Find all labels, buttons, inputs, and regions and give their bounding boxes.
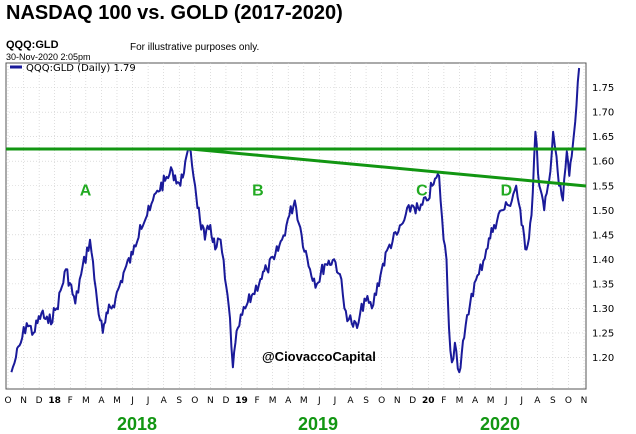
x-tick-label: F — [441, 396, 446, 406]
plot-frame — [5, 62, 587, 390]
y-axis: 1.75 1.70 1.65 1.60 1.55 1.50 1.45 1.40 1.35 1.30… — [592, 83, 614, 364]
series-line-qqq-gld — [10, 67, 581, 374]
annotation-d: D — [501, 183, 513, 200]
symbol-label: QQQ:GLD — [6, 39, 59, 51]
x-tick-label: M — [487, 396, 495, 406]
x-tick-label: D — [222, 396, 229, 406]
y-tick-label: 1.45 — [592, 230, 614, 241]
x-tick-label: J — [519, 396, 523, 406]
annotation-c: C — [416, 183, 428, 200]
year-label-2020: 2020 — [480, 414, 520, 434]
y-tick-label: 1.25 — [592, 328, 614, 339]
x-tick-label: N — [20, 396, 27, 406]
x-tick-label: M — [300, 396, 308, 406]
x-tick-label: D — [409, 396, 416, 406]
x-tick-label: O — [191, 396, 198, 406]
x-tick-label: O — [378, 396, 385, 406]
x-tick-label: F — [254, 396, 259, 406]
x-tick-label: O — [4, 396, 11, 406]
x-tick-label: S — [363, 396, 369, 406]
declining-trendline — [190, 147, 587, 188]
x-tick-label: A — [161, 396, 168, 406]
y-tick-label: 1.20 — [592, 353, 614, 364]
x-tick-label: F — [68, 396, 73, 406]
y-tick-label: 1.65 — [592, 132, 614, 143]
x-tick-label: J — [333, 396, 337, 406]
x-tick-label: J — [146, 396, 150, 406]
x-tick-label: 20 — [422, 396, 435, 406]
watermark: @CiovaccoCapital — [262, 349, 376, 364]
y-tick-label: 1.50 — [592, 206, 614, 217]
x-tick-label: M — [82, 396, 90, 406]
x-tick-label: A — [285, 396, 292, 406]
x-tick-label: M — [456, 396, 464, 406]
legend: QQQ:GLD (Daily) 1.79 — [10, 63, 136, 74]
x-tick-label: A — [534, 396, 541, 406]
legend-label: QQQ:GLD (Daily) 1.79 — [26, 63, 136, 74]
y-tick-label: 1.60 — [592, 157, 614, 168]
x-axis: O N D 18 F M A M J J A S O N D 19 F M A M J J A S O N D 20 F M A M J J A S O… — [4, 396, 587, 406]
x-tick-label: M — [269, 396, 277, 406]
series-layer — [10, 67, 581, 374]
x-tick-label: A — [347, 396, 354, 406]
chart-title: NASDAQ 100 vs. GOLD (2017-2020) — [6, 2, 343, 24]
y-tick-label: 1.75 — [592, 83, 614, 94]
plot-border — [5, 62, 587, 390]
x-tick-label: 18 — [48, 396, 61, 406]
x-tick-label: J — [504, 396, 508, 406]
x-tick-label: S — [176, 396, 182, 406]
x-tick-label: N — [394, 396, 401, 406]
x-tick-label: A — [98, 396, 105, 406]
year-label-2019: 2019 — [298, 414, 338, 434]
y-tick-label: 1.70 — [592, 108, 614, 119]
year-labels: 2018 2019 2020 — [117, 414, 520, 434]
x-tick-label: 19 — [235, 396, 248, 406]
disclaimer-label: For illustrative purposes only. — [130, 42, 259, 53]
y-tick-label: 1.40 — [592, 255, 614, 266]
x-tick-label: D — [36, 396, 43, 406]
x-tick-label: S — [550, 396, 556, 406]
datetime-label: 30-Nov-2020 2:05pm — [6, 52, 91, 62]
year-label-2018: 2018 — [117, 414, 157, 434]
trendlines — [6, 147, 587, 188]
grid-layer — [6, 63, 586, 389]
x-tick-label: J — [317, 396, 321, 406]
x-tick-label: N — [207, 396, 214, 406]
y-tick-label: 1.35 — [592, 279, 614, 290]
x-tick-label: A — [472, 396, 479, 406]
x-tick-label: M — [113, 396, 121, 406]
annotation-a: A — [80, 183, 92, 200]
annotations: A B C D — [80, 183, 512, 200]
x-tick-label: N — [581, 396, 588, 406]
x-tick-label: J — [130, 396, 134, 406]
y-tick-label: 1.55 — [592, 181, 614, 192]
annotation-b: B — [252, 183, 264, 200]
y-tick-label: 1.30 — [592, 304, 614, 315]
x-tick-label: O — [565, 396, 572, 406]
